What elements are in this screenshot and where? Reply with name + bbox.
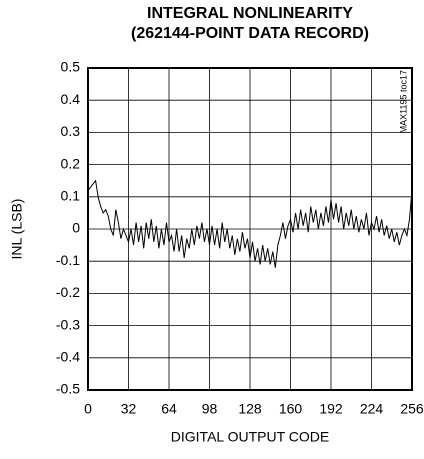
annotation: MAX1195 toc17 bbox=[398, 70, 408, 133]
chart-subtitle: (262144-POINT DATA RECORD) bbox=[131, 25, 369, 42]
y-tick-label: -0.2 bbox=[56, 284, 80, 300]
x-tick-label: 128 bbox=[238, 401, 262, 417]
y-tick-label: 0.2 bbox=[61, 155, 81, 171]
y-axis-label: INL (LSB) bbox=[9, 199, 25, 260]
x-axis-label: DIGITAL OUTPUT CODE bbox=[171, 429, 329, 445]
x-tick-label: 192 bbox=[319, 401, 343, 417]
y-tick-label: 0.3 bbox=[61, 123, 81, 139]
data-line bbox=[87, 179, 413, 268]
x-tick-label: 64 bbox=[161, 401, 177, 417]
plot-frame bbox=[87, 67, 413, 391]
x-tick-label: 160 bbox=[279, 401, 303, 417]
x-tick-label: 32 bbox=[121, 401, 137, 417]
y-tick-label: -0.3 bbox=[56, 316, 80, 332]
x-tick-label: 0 bbox=[84, 401, 92, 417]
chart-title: INTEGRAL NONLINEARITY bbox=[147, 5, 353, 22]
y-tick-label: -0.1 bbox=[56, 252, 80, 268]
y-tick-label: 0 bbox=[72, 220, 80, 236]
y-tick-label: 0.5 bbox=[61, 59, 81, 75]
x-tick-label: 98 bbox=[202, 401, 218, 417]
y-tick-label: 0.1 bbox=[61, 188, 81, 204]
y-tick-label: -0.5 bbox=[56, 381, 80, 397]
y-tick-label: -0.4 bbox=[56, 349, 80, 365]
x-tick-label: 224 bbox=[360, 401, 384, 417]
x-tick-label: 256 bbox=[400, 401, 424, 417]
y-tick-label: 0.4 bbox=[61, 91, 81, 107]
